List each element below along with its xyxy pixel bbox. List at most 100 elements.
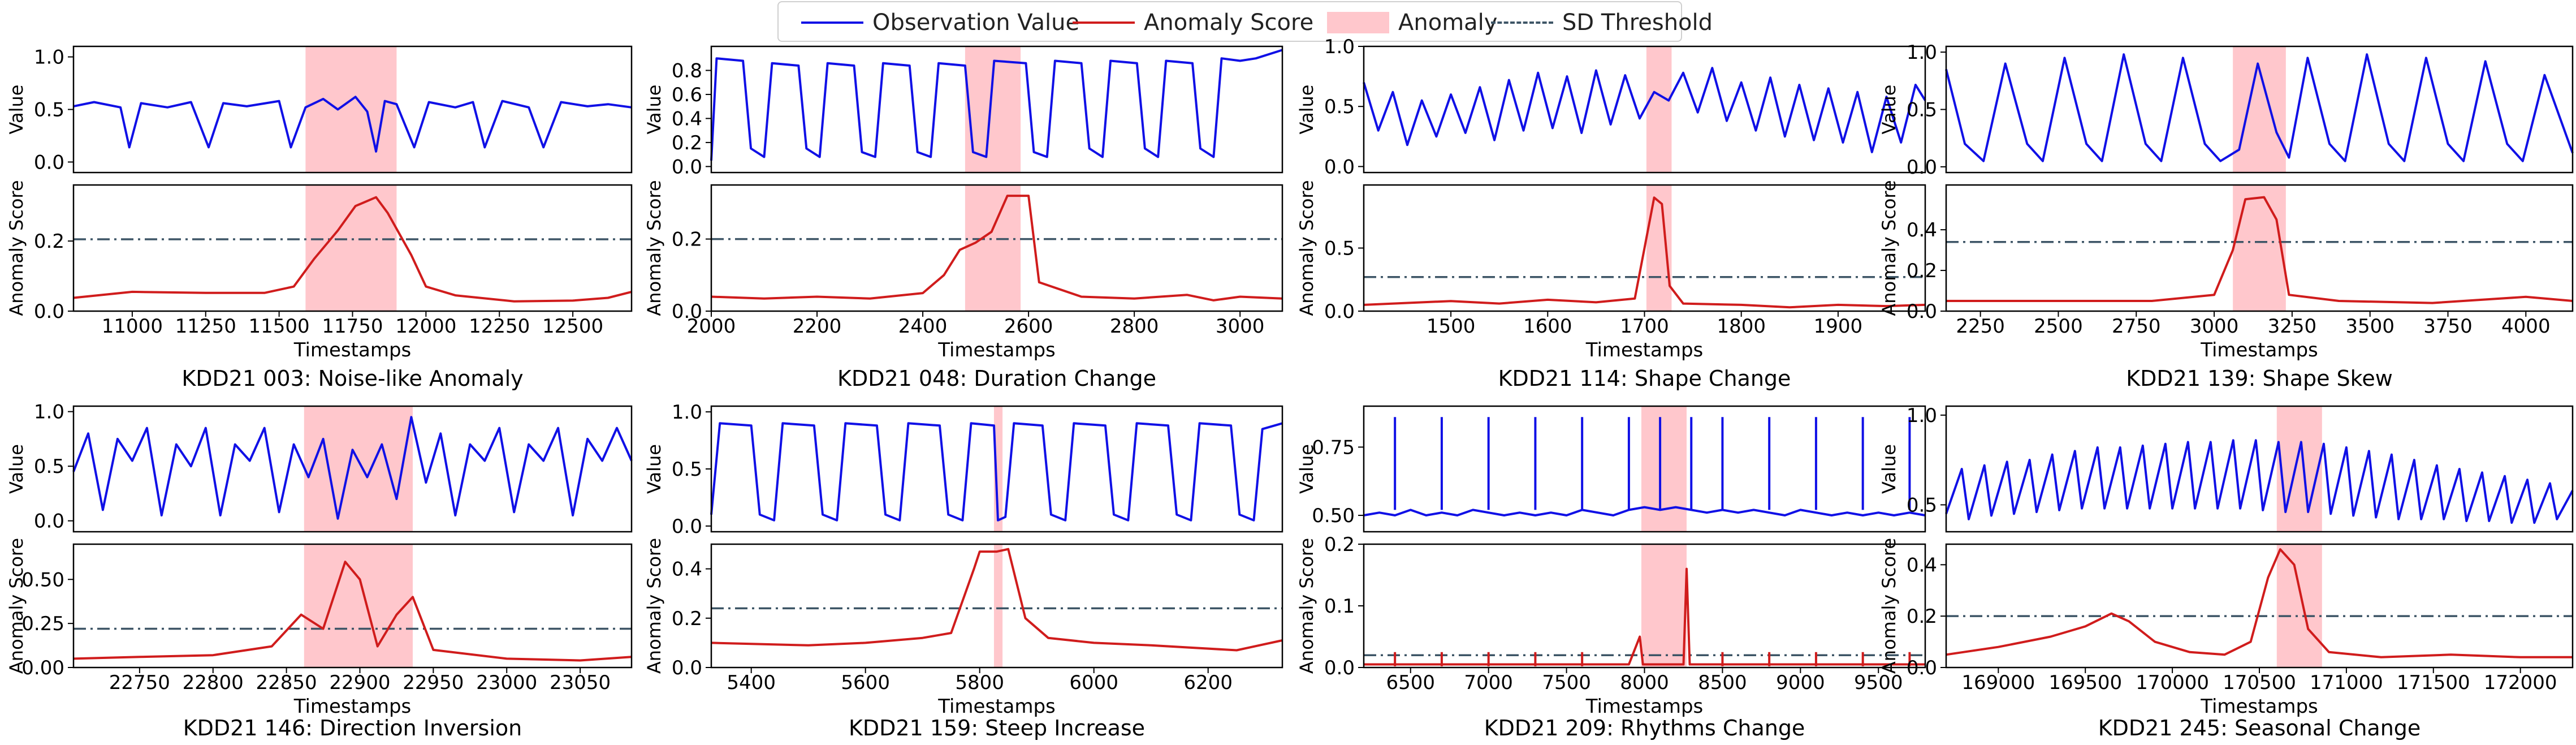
panel-title: KDD21 003: Noise-like Anomaly (181, 366, 523, 391)
value-anomaly-band-1 (304, 406, 413, 532)
legend-item-observation: Observation Value (801, 2, 1079, 43)
score-axis-label: Anomaly Score (1296, 538, 1317, 674)
xtick-label: 3750 (2423, 315, 2473, 338)
value-frame (710, 405, 1283, 533)
value-ytick-label: 1.0 (34, 46, 64, 69)
score-anomaly-band-1 (2233, 185, 2286, 311)
observation-line (1363, 506, 1926, 516)
score-ytick-label: 0.4 (1907, 219, 1937, 242)
value-axis-label: Value (1878, 444, 1900, 494)
panel-title: KDD21 209: Rhythms Change (1484, 716, 1805, 740)
xtick-label: 11000 (102, 315, 163, 338)
score-line (1946, 548, 2573, 658)
xtick-label: 23000 (476, 671, 537, 694)
value-axis-label: Value (1296, 444, 1317, 494)
xtick-label: 171000 (2310, 671, 2383, 694)
panel-title: KDD21 139: Shape Skew (2126, 366, 2393, 391)
score-ytick-label: 0.4 (1907, 554, 1937, 576)
score-frame (710, 184, 1283, 312)
value-ytick-label: 1.0 (1324, 36, 1355, 58)
score-line (73, 196, 632, 303)
score-frame (710, 543, 1283, 669)
value-ytick-label: 1.0 (34, 401, 64, 424)
value-ytick-label: 1.0 (1907, 41, 1937, 64)
xtick-label: 170500 (2223, 671, 2296, 694)
panel-6: 0.0 0.5 1.0 Value 0.0 0.2 0.4 Anomaly Score 5400… (643, 401, 1283, 740)
score-anomaly-band-1 (304, 544, 413, 668)
xtick-label: 8500 (1698, 671, 1747, 694)
legend-label-score: Anomaly Score (1144, 10, 1314, 36)
score-ytick-label: 0.50 (21, 569, 64, 591)
x-axis-label: Timestamps (293, 695, 412, 718)
x-axis-label: Timestamps (2200, 695, 2318, 718)
value-ytick-label: 0.0 (672, 515, 702, 538)
panel-title: KDD21 245: Seasonal Change (2098, 716, 2421, 740)
xtick-label: 170000 (2136, 671, 2209, 694)
observation-line (710, 49, 1283, 161)
value-axis-label: Value (1296, 85, 1317, 135)
legend-label-threshold: SD Threshold (1562, 10, 1713, 36)
xtick-label: 12250 (469, 315, 530, 338)
legend-label-observation: Observation Value (872, 10, 1080, 36)
score-line (1364, 567, 1925, 666)
value-ytick-label: 0.5 (1907, 494, 1937, 516)
xtick-label: 2200 (793, 315, 842, 338)
panel-1: 0.0 0.5 1.0 Value 0.0 0.2 Anomaly Score 11000 11… (6, 45, 633, 391)
value-ytick-label: 1.0 (1907, 404, 1937, 427)
xtick-label: 11250 (175, 315, 236, 338)
value-axis-label: Value (6, 85, 27, 135)
xtick-label: 3000 (2190, 315, 2239, 338)
score-frame (1945, 184, 2574, 312)
score-line (1363, 196, 1926, 309)
anomaly-swatch (1327, 12, 1389, 33)
xtick-label: 9000 (1776, 671, 1825, 694)
score-ytick-label: 0.2 (672, 608, 702, 630)
score-axis-label: Anomaly Score (6, 538, 27, 674)
score-ytick-label: 0.0 (672, 300, 702, 323)
value-ytick-label: 0.50 (1312, 505, 1355, 527)
score-axis-label: Anomaly Score (1296, 180, 1317, 316)
xtick-label: 22850 (256, 671, 317, 694)
xtick-label: 2400 (898, 315, 948, 338)
xtick-label: 23050 (550, 671, 611, 694)
score-anomaly-band-1 (993, 544, 1003, 668)
xtick-label: 22800 (183, 671, 244, 694)
x-axis-label: Timestamps (293, 339, 412, 361)
score-ytick-label: 0.2 (1907, 605, 1937, 628)
score-ytick-label: 0.00 (21, 657, 64, 679)
x-axis-label: Timestamps (1585, 695, 1704, 718)
value-ytick-label: 0.8 (672, 59, 702, 82)
observation-line (72, 416, 633, 520)
observation-line (73, 96, 632, 153)
score-ytick-label: 0.25 (21, 613, 64, 635)
xtick-label: 6500 (1386, 671, 1435, 694)
value-anomaly-band-1 (1646, 46, 1672, 173)
xtick-label: 9500 (1854, 671, 1903, 694)
panel-title: KDD21 114: Shape Change (1498, 366, 1791, 391)
panel-8: 0.5 1.0 Value 0.0 0.2 0.4 Anomaly Score 169000 1… (1878, 404, 2574, 740)
value-frame (1945, 45, 2574, 174)
score-axis-label: Anomaly Score (643, 180, 665, 316)
xtick-label: 8000 (1620, 671, 1669, 694)
score-ytick-label: 0.4 (672, 558, 702, 581)
xtick-label: 22950 (403, 671, 464, 694)
xtick-label: 2500 (2034, 315, 2083, 338)
score-ytick-label: 0.2 (34, 230, 64, 253)
xtick-label: 171500 (2397, 671, 2470, 694)
score-axis-label: Anomaly Score (643, 538, 665, 674)
x-axis-label: Timestamps (937, 695, 1056, 718)
panel-title: KDD21 146: Direction Inversion (183, 716, 522, 740)
score-anomaly-band-1 (1646, 185, 1672, 311)
score-ytick-label: 0.0 (1324, 300, 1355, 323)
value-ytick-label: 0.2 (672, 132, 702, 154)
xtick-label: 6200 (1183, 671, 1233, 694)
score-line (711, 548, 1283, 652)
score-anomaly-band-1 (305, 185, 397, 311)
score-line (1946, 196, 2573, 304)
score-ytick-label: 0.0 (1324, 657, 1355, 679)
legend: Observation Value Anomaly Score Anomaly … (777, 1, 1713, 43)
value-axis-label: Value (643, 444, 665, 494)
xtick-label: 22750 (109, 671, 170, 694)
xtick-label: 5400 (727, 671, 776, 694)
xtick-label: 3500 (2345, 315, 2395, 338)
